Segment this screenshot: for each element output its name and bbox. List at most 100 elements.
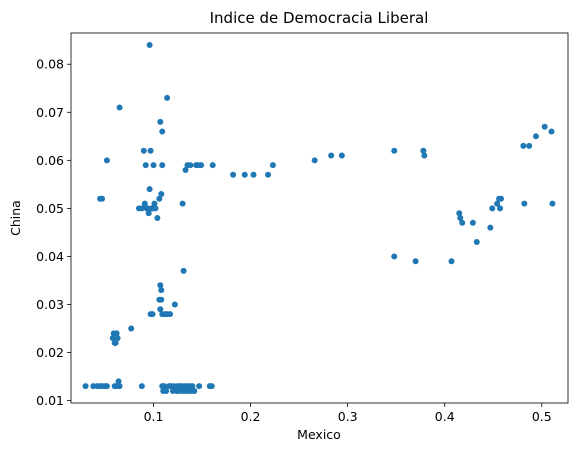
data-point <box>448 258 455 265</box>
data-point <box>532 133 539 140</box>
x-tick-label: 0.4 <box>435 409 455 424</box>
data-point <box>182 166 189 173</box>
data-point <box>241 171 248 178</box>
data-point <box>156 195 163 202</box>
data-point <box>494 200 501 207</box>
data-point <box>311 157 318 164</box>
y-tick-label: 0.02 <box>36 345 64 360</box>
data-point <box>163 387 170 394</box>
data-point <box>457 215 464 221</box>
data-point <box>412 258 419 265</box>
y-tick-label: 0.07 <box>36 105 64 120</box>
data-point <box>151 200 158 207</box>
data-point <box>180 267 187 274</box>
data-point <box>250 171 257 178</box>
data-point <box>498 195 505 202</box>
y-axis-ticks: 0.01 0.02 0.03 0.04 0.05 0.06 0.07 0.08 <box>36 57 71 408</box>
data-point <box>328 152 335 159</box>
data-point <box>420 147 427 154</box>
data-point <box>469 219 476 226</box>
data-point <box>112 339 119 346</box>
data-point <box>171 301 178 308</box>
y-tick-label: 0.03 <box>36 297 64 312</box>
data-point <box>113 330 120 337</box>
data-point <box>159 128 166 135</box>
data-point <box>208 383 215 390</box>
data-point <box>157 306 164 313</box>
plot-frame <box>70 32 569 404</box>
y-tick-label: 0.01 <box>36 393 64 408</box>
data-point <box>191 387 198 394</box>
data-point <box>489 205 496 212</box>
data-point <box>164 94 171 101</box>
data-point <box>142 162 149 169</box>
data-points <box>82 42 556 394</box>
data-point <box>138 205 145 212</box>
x-tick-label: 0.2 <box>241 409 261 424</box>
data-point <box>154 215 161 221</box>
chart-title: Indice de Democracia Liberal <box>210 9 429 27</box>
data-point <box>421 152 428 159</box>
data-point <box>157 282 164 289</box>
data-point <box>196 383 203 390</box>
data-point <box>526 142 533 149</box>
data-point <box>145 210 152 217</box>
data-point <box>391 253 398 260</box>
data-point <box>114 335 121 342</box>
data-point <box>187 162 194 169</box>
data-point <box>541 123 548 130</box>
data-point <box>158 287 165 294</box>
data-point <box>103 157 110 164</box>
data-point <box>161 383 168 390</box>
data-point <box>497 205 504 212</box>
x-tick-label: 0.1 <box>144 409 164 424</box>
data-point <box>179 200 186 207</box>
data-point <box>230 171 237 178</box>
data-point <box>103 383 110 390</box>
data-point <box>138 383 145 390</box>
data-point <box>141 200 148 207</box>
data-point <box>115 378 122 385</box>
data-point <box>146 186 153 193</box>
data-point <box>116 383 123 390</box>
y-tick-label: 0.04 <box>36 249 64 264</box>
y-tick-label: 0.06 <box>36 153 64 168</box>
data-point <box>157 118 164 125</box>
data-point <box>198 162 205 169</box>
x-axis-label: Mexico <box>297 427 341 442</box>
y-axis-label: China <box>8 200 23 236</box>
data-point <box>391 147 398 154</box>
x-tick-label: 0.3 <box>338 409 358 424</box>
data-point <box>189 383 196 390</box>
data-point <box>82 383 89 390</box>
data-point <box>209 162 216 169</box>
data-point <box>116 104 123 111</box>
data-point <box>548 128 555 135</box>
data-point <box>149 311 156 318</box>
data-point <box>521 200 528 207</box>
x-axis-ticks: 0.1 0.2 0.3 0.4 0.5 <box>144 403 552 424</box>
data-point <box>158 190 165 197</box>
data-point <box>147 147 154 154</box>
data-point <box>473 239 480 246</box>
y-tick-label: 0.08 <box>36 57 64 72</box>
data-point <box>549 200 556 207</box>
data-point <box>158 296 165 303</box>
data-point <box>456 210 463 217</box>
y-tick-label: 0.05 <box>36 201 64 216</box>
data-point <box>520 142 527 149</box>
data-point <box>146 42 153 49</box>
data-point <box>109 335 116 342</box>
data-point <box>338 152 345 159</box>
data-point <box>487 224 494 231</box>
data-point <box>150 162 157 169</box>
data-point <box>152 205 159 212</box>
data-point <box>167 311 174 318</box>
x-tick-label: 0.5 <box>532 409 552 424</box>
data-point <box>140 147 147 154</box>
data-point <box>159 162 166 169</box>
data-point <box>265 171 272 178</box>
data-point <box>269 162 276 169</box>
